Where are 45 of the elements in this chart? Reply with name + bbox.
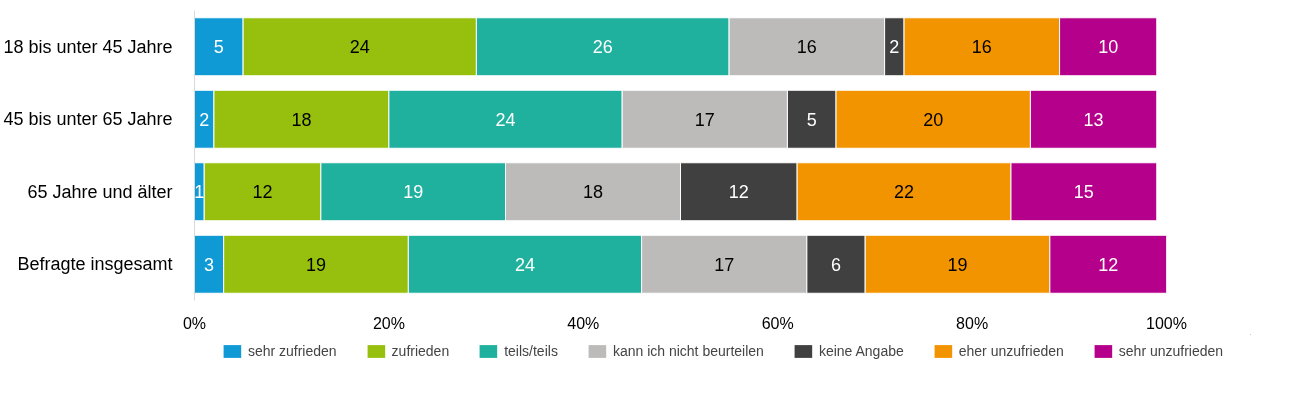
legend-label: zufrieden (391, 343, 450, 359)
data-label: 22 (894, 182, 915, 203)
legend-label: sehr unzufrieden (1118, 343, 1224, 359)
data-label: 2 (889, 37, 900, 58)
data-label: 5 (806, 109, 817, 130)
data-label: 16 (796, 37, 817, 58)
data-label: 19 (947, 254, 968, 275)
data-label: 13 (1083, 109, 1104, 130)
data-label: 24 (514, 254, 535, 275)
data-label: 18 (291, 109, 312, 130)
legend-label: kann ich nicht beurteilen (612, 343, 764, 359)
data-label: 2 (199, 109, 210, 130)
data-label: 26 (592, 37, 613, 58)
data-label: 17 (694, 109, 715, 130)
data-label: 19 (403, 182, 424, 203)
data-label: 15 (1073, 182, 1094, 203)
x-tick-label: 100% (1146, 314, 1187, 332)
data-label: 12 (1098, 254, 1119, 275)
data-label: 12 (252, 182, 273, 203)
legend-label: teils/teils (504, 343, 558, 359)
legend-label: eher unzufrieden (958, 343, 1064, 359)
data-label: 12 (728, 182, 749, 203)
data-label: 19 (305, 254, 327, 275)
data-label: 16 (971, 37, 992, 58)
data-label: 20 (923, 109, 944, 130)
x-tick-label: 20% (372, 314, 405, 332)
y-tick-label: 18 bis unter 45 Jahre (3, 36, 173, 57)
x-tick-label: 60% (761, 314, 794, 332)
data-label: 17 (714, 254, 735, 275)
legend-label: keine Angabe (818, 343, 904, 359)
data-label: 5 (213, 37, 224, 58)
y-tick-label: Befragte insgesamt (17, 254, 173, 275)
x-tick-label: 40% (567, 314, 600, 332)
data-label: 6 (831, 254, 842, 275)
x-tick-label: 80% (956, 314, 989, 332)
x-tick-label: 0% (182, 314, 207, 332)
data-label: 24 (495, 109, 516, 130)
y-tick-label: 45 bis unter 65 Jahre (3, 109, 173, 130)
data-label: 24 (349, 37, 370, 58)
data-label: 10 (1098, 37, 1119, 58)
y-tick-label: 65 Jahre und älter (27, 181, 173, 202)
data-label: 18 (583, 182, 604, 203)
legend-label: sehr zufrieden (247, 343, 337, 359)
data-label: 1 (194, 182, 205, 203)
data-label: 3 (204, 254, 215, 275)
